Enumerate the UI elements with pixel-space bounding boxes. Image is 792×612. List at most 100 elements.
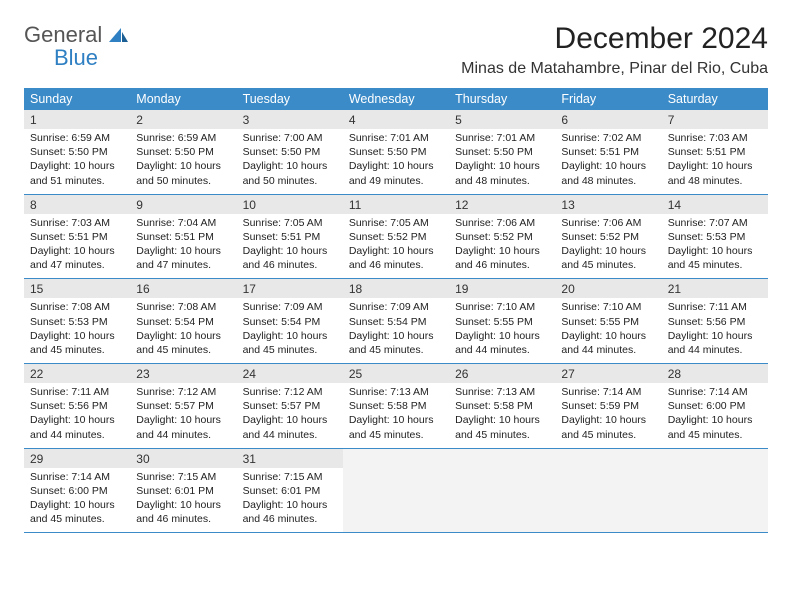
sunrise-line: Sunrise: 7:12 AM: [243, 385, 337, 399]
daylight-line: Daylight: 10 hours and 46 minutes.: [243, 498, 337, 526]
sunrise-line: Sunrise: 7:09 AM: [349, 300, 443, 314]
week-2-info: Sunrise: 7:03 AMSunset: 5:51 PMDaylight:…: [24, 214, 768, 279]
day-number-cell: 7: [662, 110, 768, 129]
header: General Blue December 2024 Minas de Mata…: [24, 22, 768, 78]
daylight-line: Daylight: 10 hours and 45 minutes.: [561, 413, 655, 441]
day-info-cell: Sunrise: 7:08 AMSunset: 5:53 PMDaylight:…: [24, 298, 130, 363]
sunrise-line: Sunrise: 6:59 AM: [136, 131, 230, 145]
daylight-line: Daylight: 10 hours and 44 minutes.: [136, 413, 230, 441]
day-number-cell: [343, 448, 449, 468]
day-info-cell: Sunrise: 7:01 AMSunset: 5:50 PMDaylight:…: [449, 129, 555, 194]
daylight-line: Daylight: 10 hours and 47 minutes.: [30, 244, 124, 272]
day-info-cell: Sunrise: 7:14 AMSunset: 5:59 PMDaylight:…: [555, 383, 661, 448]
day-number-cell: 20: [555, 279, 661, 299]
day-info-cell: Sunrise: 7:02 AMSunset: 5:51 PMDaylight:…: [555, 129, 661, 194]
day-info-cell: Sunrise: 7:03 AMSunset: 5:51 PMDaylight:…: [662, 129, 768, 194]
week-4-daynums: 22232425262728: [24, 364, 768, 384]
sunset-line: Sunset: 5:51 PM: [243, 230, 337, 244]
sunrise-line: Sunrise: 7:14 AM: [30, 470, 124, 484]
day-number-cell: 6: [555, 110, 661, 129]
day-number-cell: 8: [24, 194, 130, 214]
col-tuesday: Tuesday: [237, 88, 343, 110]
week-3-info: Sunrise: 7:08 AM Sunset: 5:53 PM Daylight:…: [24, 298, 768, 363]
sunrise-line: Sunrise: 7:05 AM: [243, 216, 337, 230]
daylight-line: Daylight: 10 hours and 46 minutes.: [349, 244, 443, 272]
sunrise-line: Sunrise: 7:09 AM: [243, 300, 337, 314]
day-info-cell: Sunrise: 6:59 AMSunset: 5:50 PMDaylight:…: [24, 129, 130, 194]
daylight-line: Daylight: 10 hours and 47 minutes.: [136, 244, 230, 272]
daylight-line: Daylight: 10 hours and 45 minutes.: [455, 413, 549, 441]
day-number-cell: [555, 448, 661, 468]
sunset-line: Sunset: 5:57 PM: [136, 399, 230, 413]
day-info-cell: Sunrise: 6:59 AMSunset: 5:50 PMDaylight:…: [130, 129, 236, 194]
daylight-line: Daylight: 10 hours and 51 minutes.: [30, 159, 124, 187]
calendar-body: 1234567Sunrise: 6:59 AMSunset: 5:50 PMDa…: [24, 110, 768, 533]
sunrise-line: Sunrise: 7:14 AM: [668, 385, 762, 399]
day-info-cell: [343, 468, 449, 533]
sunset-line: Sunset: 5:52 PM: [561, 230, 655, 244]
sunset-line: Sunset: 5:52 PM: [349, 230, 443, 244]
day-info-cell: Sunrise: 7:12 AMSunset: 5:57 PMDaylight:…: [130, 383, 236, 448]
day-number-cell: 19: [449, 279, 555, 299]
sunset-line: Sunset: 5:54 PM: [136, 315, 230, 329]
day-number-cell: 24: [237, 364, 343, 384]
sunset-line: Sunset: 5:53 PM: [30, 315, 124, 329]
day-info-cell: Sunrise: 7:05 AMSunset: 5:52 PMDaylight:…: [343, 214, 449, 279]
sunrise-line: Sunrise: 7:01 AM: [349, 131, 443, 145]
day-info-cell: Sunrise: 7:14 AMSunset: 6:00 PMDaylight:…: [662, 383, 768, 448]
sunset-line: Sunset: 5:54 PM: [349, 315, 443, 329]
sunrise-line: Sunrise: 7:06 AM: [455, 216, 549, 230]
sunset-line: Sunset: 5:57 PM: [243, 399, 337, 413]
day-number-cell: 21: [662, 279, 768, 299]
sunrise-line: Sunrise: 7:00 AM: [243, 131, 337, 145]
day-info-cell: Sunrise: 7:10 AMSunset: 5:55 PMDaylight:…: [555, 298, 661, 363]
daylight-line: Daylight: 10 hours and 46 minutes.: [455, 244, 549, 272]
sunrise-line: Sunrise: 7:10 AM: [455, 300, 549, 314]
day-number-cell: 12: [449, 194, 555, 214]
sunrise-line: Sunrise: 7:03 AM: [30, 216, 124, 230]
day-header-row: Sunday Monday Tuesday Wednesday Thursday…: [24, 88, 768, 110]
day-number-cell: 2: [130, 110, 236, 129]
col-saturday: Saturday: [662, 88, 768, 110]
sunrise-line: Sunrise: 7:06 AM: [561, 216, 655, 230]
day-info-cell: [555, 468, 661, 533]
day-number-cell: 10: [237, 194, 343, 214]
day-number-cell: [662, 448, 768, 468]
col-friday: Friday: [555, 88, 661, 110]
daylight-line: Daylight: 10 hours and 48 minutes.: [561, 159, 655, 187]
daylight-line: Daylight: 10 hours and 44 minutes.: [455, 329, 549, 357]
day-number-cell: 14: [662, 194, 768, 214]
day-info-cell: Sunrise: 7:11 AMSunset: 5:56 PMDaylight:…: [662, 298, 768, 363]
col-monday: Monday: [130, 88, 236, 110]
sunrise-line: Sunrise: 6:59 AM: [30, 131, 124, 145]
day-info-cell: Sunrise: 7:12 AMSunset: 5:57 PMDaylight:…: [237, 383, 343, 448]
sunset-line: Sunset: 5:59 PM: [561, 399, 655, 413]
sunset-line: Sunset: 5:51 PM: [30, 230, 124, 244]
day-info-cell: Sunrise: 7:07 AMSunset: 5:53 PMDaylight:…: [662, 214, 768, 279]
col-wednesday: Wednesday: [343, 88, 449, 110]
day-number-cell: 5: [449, 110, 555, 129]
week-separator: [24, 532, 768, 533]
week-1-daynums: 1234567: [24, 110, 768, 129]
sunset-line: Sunset: 5:56 PM: [668, 315, 762, 329]
sunset-line: Sunset: 5:56 PM: [30, 399, 124, 413]
day-number-cell: 13: [555, 194, 661, 214]
day-info-cell: Sunrise: 7:13 AMSunset: 5:58 PMDaylight:…: [343, 383, 449, 448]
sunset-line: Sunset: 6:00 PM: [30, 484, 124, 498]
sunset-line: Sunset: 5:50 PM: [455, 145, 549, 159]
daylight-line: Daylight: 10 hours and 49 minutes.: [349, 159, 443, 187]
day-info-cell: Sunrise: 7:10 AMSunset: 5:55 PMDaylight:…: [449, 298, 555, 363]
day-number-cell: 15: [24, 279, 130, 299]
sunset-line: Sunset: 5:50 PM: [30, 145, 124, 159]
day-info-cell: Sunrise: 7:04 AMSunset: 5:51 PMDaylight:…: [130, 214, 236, 279]
sunset-line: Sunset: 6:01 PM: [136, 484, 230, 498]
day-number-cell: 3: [237, 110, 343, 129]
day-info-cell: Sunrise: 7:00 AMSunset: 5:50 PMDaylight:…: [237, 129, 343, 194]
day-info-cell: Sunrise: 7:11 AMSunset: 5:56 PMDaylight:…: [24, 383, 130, 448]
sunrise-line: Sunrise: 7:08 AM: [136, 300, 230, 314]
sunrise-line: Sunrise: 7:11 AM: [668, 300, 762, 314]
day-number-cell: 18: [343, 279, 449, 299]
sunset-line: Sunset: 5:58 PM: [349, 399, 443, 413]
daylight-line: Daylight: 10 hours and 46 minutes.: [243, 244, 337, 272]
day-number-cell: 28: [662, 364, 768, 384]
